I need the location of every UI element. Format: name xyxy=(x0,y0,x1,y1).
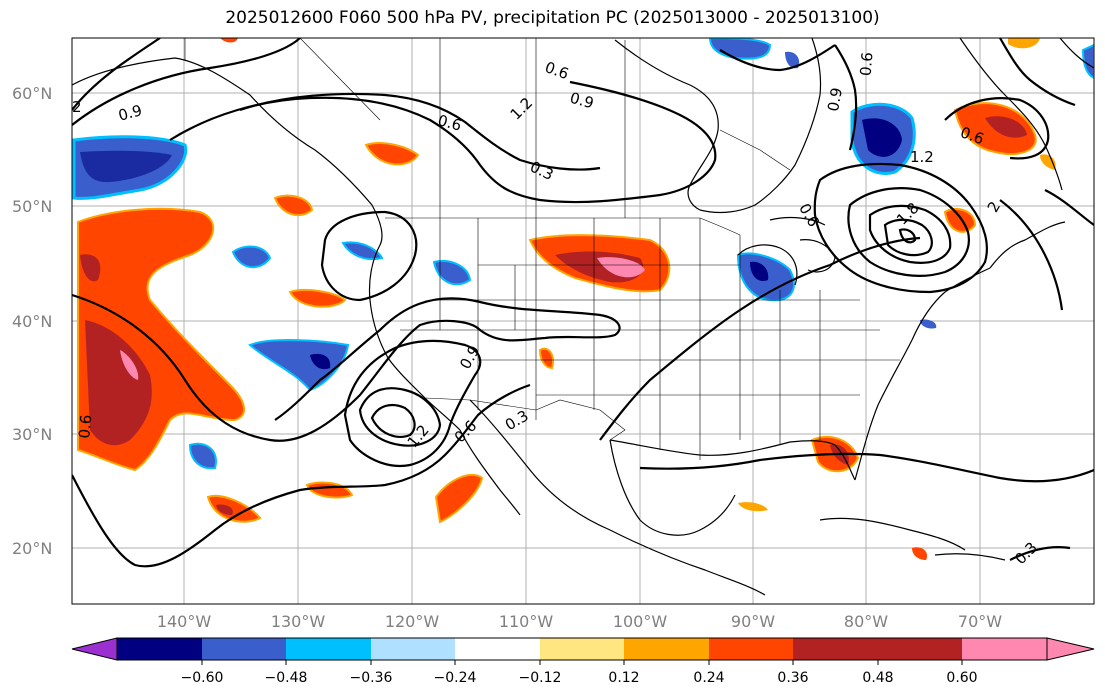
lat-label: 20°N xyxy=(12,539,52,558)
colorbar-tick-label: −0.24 xyxy=(434,670,477,686)
colorbar-bin xyxy=(624,638,709,660)
colorbar-bin xyxy=(962,638,1047,660)
contour-label: 0.9 xyxy=(824,86,846,113)
contour-label: 0.6 xyxy=(75,414,95,439)
colorbar-tick-label: −0.60 xyxy=(181,670,224,686)
colorbar-bin xyxy=(709,638,793,660)
contour-label: 0.6 xyxy=(436,111,464,135)
contour-label: 2 xyxy=(72,98,82,116)
colorbar-bin xyxy=(286,638,371,660)
coastlines-borders xyxy=(72,38,1094,596)
lat-label: 30°N xyxy=(12,425,52,444)
colorbar-tick-label: 0.24 xyxy=(693,670,724,686)
lon-label: 120°W xyxy=(385,612,440,631)
lat-label: 40°N xyxy=(12,312,52,331)
contour-label: 0.9 xyxy=(116,101,144,125)
colorbar-tick-label: −0.36 xyxy=(350,670,393,686)
colorbar-bin xyxy=(371,638,455,660)
contour-label: 1.2 xyxy=(910,148,934,166)
colorbar-tick-label: 0.36 xyxy=(777,670,808,686)
colorbar-tick-label: 0.12 xyxy=(608,670,639,686)
colorbar-bin xyxy=(455,638,540,660)
colorbar-bin xyxy=(202,638,286,660)
colorbar-frame xyxy=(116,637,1048,661)
colorbar-extend-high xyxy=(1046,637,1095,661)
latitude-labels: 60°N 50°N 40°N 30°N 20°N xyxy=(12,84,52,558)
contour-label: 0.6 xyxy=(857,51,877,76)
lon-label: 90°W xyxy=(731,612,775,631)
graticule xyxy=(72,38,1094,604)
colorbar-tick-label: −0.48 xyxy=(265,670,308,686)
lon-label: 110°W xyxy=(499,612,554,631)
colorbar-tick-label: 0.48 xyxy=(862,670,893,686)
lon-label: 140°W xyxy=(157,612,212,631)
colorbar-bin xyxy=(793,638,878,660)
colorbar-bin xyxy=(540,638,624,660)
lat-label: 50°N xyxy=(12,197,52,216)
lon-label: 100°W xyxy=(613,612,668,631)
map-frame xyxy=(71,37,1095,605)
colorbar-tick-label: 0.60 xyxy=(946,670,977,686)
lon-label: 80°W xyxy=(844,612,888,631)
state-province-borders xyxy=(184,38,900,460)
lat-label: 60°N xyxy=(12,84,52,103)
colorbar: −0.60 −0.48 −0.36 −0.24 −0.12 0.12 0.24 … xyxy=(71,637,1095,686)
colorbar-bin xyxy=(117,638,202,660)
contour-label: 0.9 xyxy=(568,89,596,113)
longitude-labels: 140°W 130°W 120°W 110°W 100°W 90°W 80°W … xyxy=(157,612,1002,631)
colorbar-bin xyxy=(878,638,962,660)
lon-label: 70°W xyxy=(958,612,1002,631)
colorbar-extend-low xyxy=(71,637,118,661)
map-title: 2025012600 F060 500 hPa PV, precipitatio… xyxy=(225,8,880,28)
colorbar-ticks xyxy=(201,660,963,665)
lon-label: 130°W xyxy=(271,612,326,631)
colorbar-tick-label: −0.12 xyxy=(519,670,562,686)
pv-contours xyxy=(72,38,1094,568)
